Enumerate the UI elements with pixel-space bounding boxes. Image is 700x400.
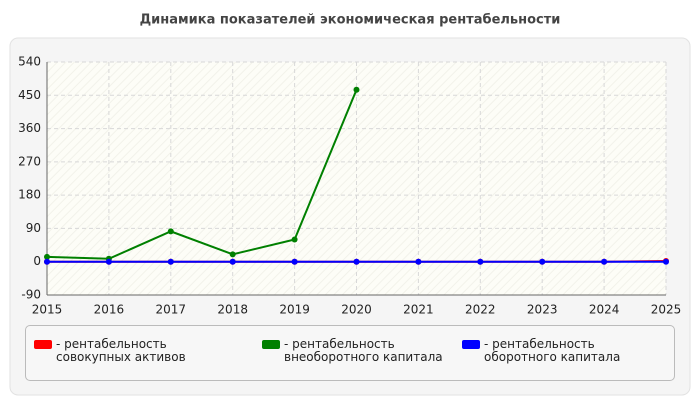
x-tick-label: 2017 bbox=[156, 303, 187, 317]
legend-swatch bbox=[262, 340, 280, 349]
data-point bbox=[44, 253, 50, 260]
x-tick-label: 2019 bbox=[279, 303, 310, 317]
data-point bbox=[477, 258, 484, 265]
x-tick-label: 2021 bbox=[403, 303, 434, 317]
x-tick-label: 2018 bbox=[217, 303, 248, 317]
y-tick-label: 540 bbox=[18, 55, 41, 69]
data-point bbox=[353, 258, 360, 265]
legend-item: - рентабельность совокупных активов bbox=[34, 338, 236, 364]
legend-item: - рентабельность внеоборотного капитала bbox=[262, 338, 464, 364]
x-tick-label: 2015 bbox=[32, 303, 63, 317]
x-tick-label: 2024 bbox=[589, 303, 620, 317]
legend-label: - рентабельность совокупных активов bbox=[56, 337, 186, 364]
y-tick-label: 450 bbox=[18, 88, 41, 102]
data-point bbox=[663, 258, 669, 265]
legend-item: - рентабельность оборотного капитала bbox=[462, 338, 664, 364]
legend-swatch bbox=[34, 340, 52, 349]
data-point bbox=[44, 258, 50, 265]
x-tick-label: 2023 bbox=[527, 303, 558, 317]
data-point bbox=[353, 86, 360, 93]
x-tick-label: 2025 bbox=[651, 303, 682, 317]
legend: - рентабельность совокупных активов - рен… bbox=[25, 325, 675, 381]
legend-label: - рентабельность внеоборотного капитала bbox=[284, 337, 443, 364]
x-tick-label: 2020 bbox=[341, 303, 372, 317]
x-tick-label: 2022 bbox=[465, 303, 496, 317]
data-point bbox=[229, 251, 236, 258]
y-tick-label: -90 bbox=[21, 288, 41, 302]
y-tick-label: 270 bbox=[18, 154, 41, 168]
y-tick-label: 0 bbox=[33, 254, 41, 268]
series-line bbox=[46, 89, 358, 260]
data-point bbox=[291, 258, 298, 265]
legend-swatch bbox=[462, 340, 480, 349]
y-tick-label: 90 bbox=[26, 221, 41, 235]
data-point bbox=[167, 258, 174, 265]
data-point bbox=[291, 236, 298, 243]
data-point bbox=[105, 258, 112, 265]
y-tick-label: 180 bbox=[18, 188, 41, 202]
data-point bbox=[167, 228, 174, 235]
chart-title: Динамика показателей экономическая рента… bbox=[140, 13, 561, 28]
data-point bbox=[415, 258, 422, 265]
legend-label: - рентабельность оборотного капитала bbox=[484, 337, 621, 364]
data-point bbox=[601, 258, 608, 265]
x-tick-label: 2016 bbox=[94, 303, 125, 317]
y-tick-label: 360 bbox=[18, 121, 41, 135]
data-point bbox=[539, 258, 546, 265]
data-point bbox=[229, 258, 236, 265]
